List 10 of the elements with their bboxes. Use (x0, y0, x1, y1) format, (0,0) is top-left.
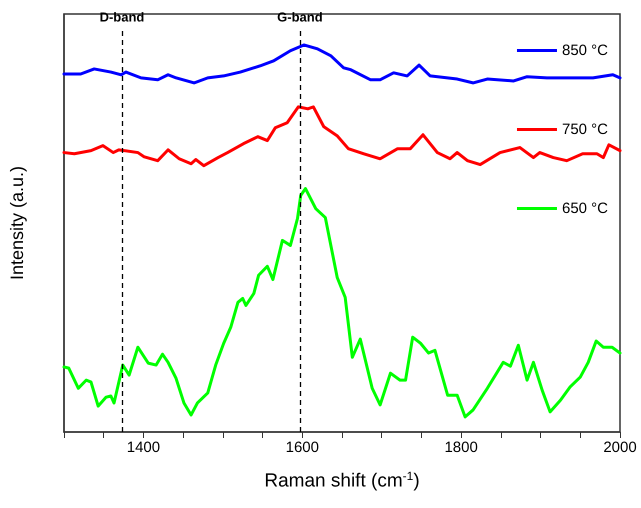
ref-line-label: G-band (277, 10, 323, 25)
x-tick-label: 2000 (603, 439, 637, 456)
x-tick-label: 1800 (444, 439, 478, 456)
ref-line-label: D-band (100, 10, 144, 25)
x-tick-label: 1400 (126, 439, 160, 456)
x-tick-label: 1600 (286, 439, 319, 456)
legend-label: 750 °C (562, 121, 608, 138)
y-axis-title: Intensity (a.u.) (7, 166, 27, 280)
legend-label: 650 °C (562, 200, 608, 217)
legend-label: 850 °C (562, 42, 608, 59)
